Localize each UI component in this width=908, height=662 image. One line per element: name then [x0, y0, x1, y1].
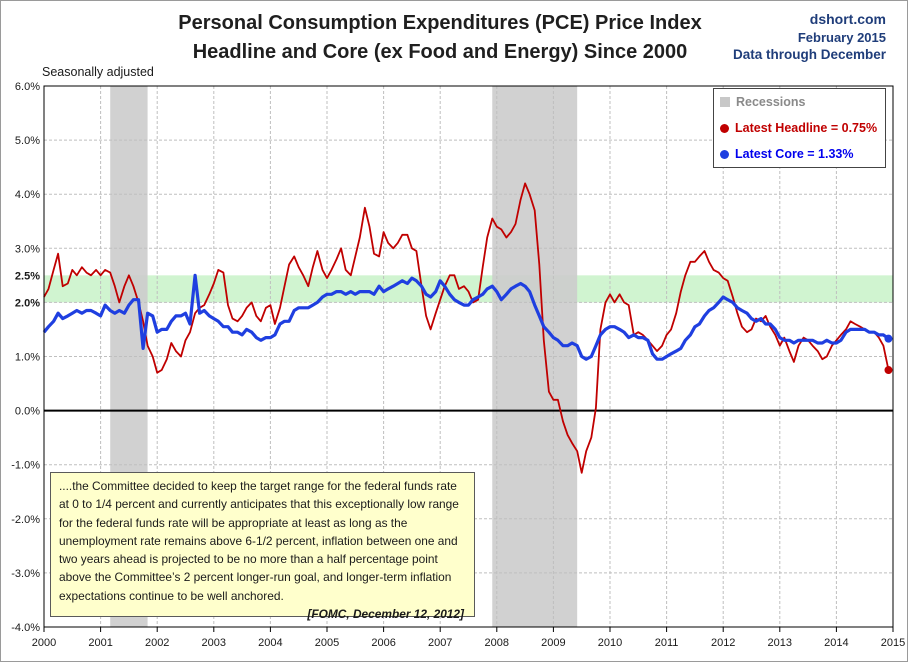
x-tick-label: 2004: [258, 637, 282, 649]
core-latest-point: [884, 334, 893, 343]
y-tick-label: 2.0%: [15, 297, 40, 309]
core-line: [42, 273, 890, 361]
x-tick-label: 2003: [202, 637, 226, 649]
legend-item-headline: Latest Headline = 0.75%: [720, 121, 877, 135]
y-tick-label: 6.0%: [15, 81, 40, 93]
chart-title-line2: Headline and Core (ex Food and Energy) S…: [192, 41, 688, 63]
legend-recessions-label: Recessions: [736, 95, 806, 109]
headline-latest-point: [884, 366, 893, 375]
y-tick-label: -4.0%: [11, 622, 40, 634]
x-tick-label: 2009: [541, 637, 565, 649]
y-tick-label: -2.0%: [11, 514, 40, 526]
legend-item-core: Latest Core = 1.33%: [720, 147, 853, 161]
x-tick-label: 2014: [824, 637, 848, 649]
headline-dot-icon: [720, 123, 729, 133]
y-tick-label: 4.0%: [15, 189, 40, 201]
x-tick-label: 2012: [711, 637, 735, 649]
x-tick-label: 2000: [32, 637, 56, 649]
publish-date: February 2015: [797, 30, 886, 45]
x-tick-label: 2001: [88, 637, 112, 649]
y-tick-label: 1.0%: [15, 352, 40, 364]
x-tick-label: 2010: [598, 637, 622, 649]
target-band: [44, 275, 893, 303]
x-tick-label: 2008: [485, 637, 509, 649]
chart-title-line1: Personal Consumption Expenditures (PCE) …: [178, 12, 702, 34]
y-tick-label: -3.0%: [11, 568, 40, 580]
x-tick-label: 2007: [428, 637, 452, 649]
source-label: dshort.com: [809, 11, 886, 27]
fomc-quote-citation: [FOMC, December 12, 2012]: [307, 607, 464, 622]
legend-core-label: Latest Core = 1.33%: [735, 147, 854, 161]
y-tick-label: 5.0%: [15, 135, 40, 147]
x-tick-label: 2002: [145, 637, 169, 649]
chart-legend: Recessions Latest Headline = 0.75% Lates…: [713, 88, 886, 168]
y-tick-label: 0.0%: [15, 406, 40, 418]
y-tick-label-2-5: 2.5%: [15, 270, 40, 282]
data-through-label: Data through December: [732, 47, 886, 62]
legend-headline-label: Latest Headline = 0.75%: [735, 121, 878, 135]
core-dot-icon: [720, 149, 729, 159]
plot-border: [43, 85, 894, 628]
recession-swatch: [720, 97, 730, 107]
seasonally-adjusted-note: Seasonally adjusted: [42, 65, 154, 79]
legend-item-recessions: Recessions: [720, 95, 805, 109]
headline-line: [43, 182, 890, 474]
fomc-quote-text: ....the Committee decided to keep the ta…: [59, 479, 459, 603]
fomc-quote-box: ....the Committee decided to keep the ta…: [50, 472, 475, 621]
x-tick-label: 2006: [371, 637, 395, 649]
x-tick-label: 2011: [655, 637, 679, 649]
y-tick-label: 3.0%: [15, 243, 40, 255]
y-tick-label: -1.0%: [11, 460, 40, 472]
x-tick-label: 2015: [881, 637, 905, 649]
x-tick-label: 2005: [315, 637, 339, 649]
x-tick-label: 2013: [768, 637, 792, 649]
